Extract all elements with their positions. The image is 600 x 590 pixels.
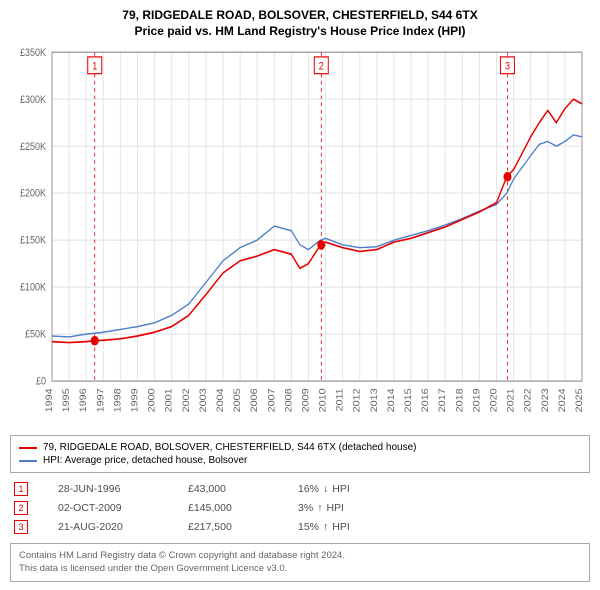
chart-svg: £0 £50K £100K £150K £200K £250K £300K £350K 1994… [10,45,590,429]
svg-text:1998: 1998 [113,388,123,413]
svg-text:£150K: £150K [20,235,46,247]
sale-row: 1 28-JUN-1996 £43,000 16%↓HPI [14,482,590,496]
svg-text:2012: 2012 [353,388,363,413]
svg-text:2007: 2007 [267,388,277,413]
svg-text:£200K: £200K [20,188,46,200]
arrow-up-icon: ↑ [317,502,322,514]
chart-plot-area: £0 £50K £100K £150K £200K £250K £300K £350K 1994… [10,45,590,429]
svg-text:2002: 2002 [182,388,192,413]
svg-text:2025: 2025 [575,388,585,413]
title-line-2: Price paid vs. HM Land Registry's House … [10,24,590,40]
footer-line-2: This data is licensed under the Open Gov… [19,563,581,575]
sale-date: 21-AUG-2020 [58,521,158,533]
arrow-up-icon: ↑ [323,521,328,533]
sale-date: 28-JUN-1996 [58,483,158,495]
svg-text:2000: 2000 [147,388,157,413]
svg-text:£300K: £300K [20,94,46,106]
svg-text:£50K: £50K [25,329,46,341]
footer-box: Contains HM Land Registry data © Crown c… [10,543,590,582]
sale-pct: 15%↑HPI [298,521,350,533]
svg-text:2004: 2004 [216,388,226,413]
sale-marker-box: 3 [14,520,28,534]
svg-text:2018: 2018 [455,388,465,413]
svg-text:2001: 2001 [164,388,174,413]
svg-text:2003: 2003 [199,388,209,413]
svg-text:1997: 1997 [96,388,106,413]
svg-text:£350K: £350K [20,47,46,59]
legend-row: 79, RIDGEDALE ROAD, BOLSOVER, CHESTERFIE… [19,442,581,453]
svg-text:2022: 2022 [523,388,533,413]
svg-text:2009: 2009 [301,388,311,413]
svg-text:1995: 1995 [62,388,72,413]
legend-box: 79, RIDGEDALE ROAD, BOLSOVER, CHESTERFIE… [10,435,590,473]
title-line-1: 79, RIDGEDALE ROAD, BOLSOVER, CHESTERFIE… [10,8,590,24]
sale-row: 3 21-AUG-2020 £217,500 15%↑HPI [14,520,590,534]
svg-text:2010: 2010 [318,388,328,413]
svg-text:2016: 2016 [421,388,431,413]
legend-row: HPI: Average price, detached house, Bols… [19,455,581,466]
sale-price: £43,000 [188,483,268,495]
svg-text:2019: 2019 [472,388,482,413]
svg-text:2015: 2015 [404,388,414,413]
footer-line-1: Contains HM Land Registry data © Crown c… [19,550,581,562]
chart-container: 79, RIDGEDALE ROAD, BOLSOVER, CHESTERFIE… [0,0,600,590]
svg-text:2011: 2011 [335,388,345,412]
svg-text:2017: 2017 [438,388,448,413]
svg-text:£100K: £100K [20,282,46,294]
svg-text:1996: 1996 [79,388,89,413]
svg-text:3: 3 [505,61,510,73]
legend-swatch [19,460,37,462]
sale-date: 02-OCT-2009 [58,502,158,514]
svg-text:1999: 1999 [130,388,140,413]
svg-text:2: 2 [319,61,324,73]
svg-text:2013: 2013 [370,388,380,413]
sale-price: £145,000 [188,502,268,514]
svg-text:£0: £0 [36,376,46,388]
svg-text:2021: 2021 [506,388,516,413]
legend-label: 79, RIDGEDALE ROAD, BOLSOVER, CHESTERFIE… [43,442,416,453]
sale-pct: 16%↓HPI [298,483,350,495]
sale-row: 2 02-OCT-2009 £145,000 3%↑HPI [14,501,590,515]
svg-text:2024: 2024 [558,388,568,413]
sale-pct: 3%↑HPI [298,502,344,514]
svg-text:2006: 2006 [250,388,260,413]
sales-table: 1 28-JUN-1996 £43,000 16%↓HPI 2 02-OCT-2009 £1… [10,477,590,539]
svg-text:2023: 2023 [541,388,551,413]
arrow-down-icon: ↓ [323,483,328,495]
svg-text:2014: 2014 [387,388,397,413]
sale-marker-box: 2 [14,501,28,515]
svg-text:2020: 2020 [489,388,499,413]
title-block: 79, RIDGEDALE ROAD, BOLSOVER, CHESTERFIE… [10,8,590,39]
legend-label: HPI: Average price, detached house, Bols… [43,455,247,466]
svg-text:2005: 2005 [233,388,243,413]
svg-text:2008: 2008 [284,388,294,413]
sale-price: £217,500 [188,521,268,533]
svg-text:1: 1 [92,61,97,73]
sale-marker-box: 1 [14,482,28,496]
svg-text:1994: 1994 [45,388,55,413]
svg-text:£250K: £250K [20,141,46,153]
legend-swatch [19,447,37,449]
